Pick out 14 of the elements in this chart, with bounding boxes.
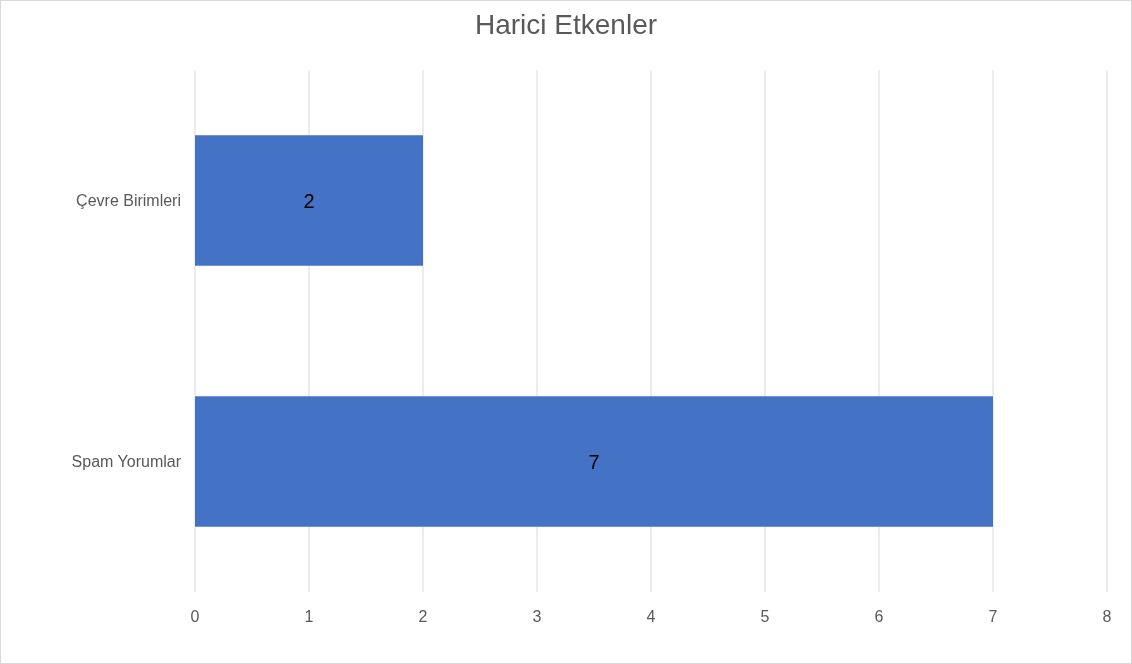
x-tick-label: 5 — [760, 608, 770, 625]
x-tick-label: 2 — [418, 608, 428, 625]
x-tick-label: 7 — [988, 608, 998, 625]
x-tick-label: 1 — [304, 608, 314, 625]
x-tick-label: 3 — [532, 608, 542, 625]
x-tick-label: 4 — [646, 608, 656, 625]
x-tick-label: 8 — [1102, 608, 1112, 625]
y-tick-label: Spam Yorumlar — [71, 453, 182, 471]
x-tick-label: 6 — [874, 608, 884, 625]
y-tick-label: Çevre Birimleri — [76, 192, 181, 210]
x-tick-label: 0 — [190, 608, 200, 625]
chart-title: Harici Etkenler — [474, 9, 658, 40]
data-label: 7 — [588, 450, 600, 473]
data-label: 2 — [303, 189, 315, 212]
